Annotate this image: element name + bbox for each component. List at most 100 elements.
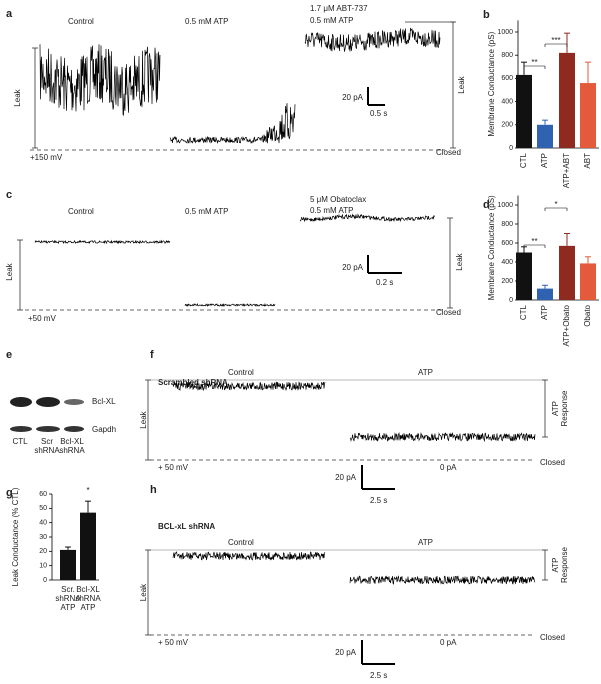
panel-label: g: [6, 487, 13, 499]
bar: [559, 52, 575, 148]
current-trace: [172, 381, 326, 392]
label: + 50 mV: [158, 638, 189, 647]
label: 0.5 s: [370, 109, 387, 118]
x-tick-label: ATP+Obato: [562, 304, 571, 346]
label: 1.7 μM ABT-737: [310, 4, 368, 13]
bar: [580, 83, 596, 148]
y-tick-label: 0: [509, 145, 513, 152]
label: Closed: [540, 458, 565, 467]
y-tick-label: 10: [39, 563, 47, 570]
label: Scrambled shRNA: [158, 378, 228, 387]
y-axis-label: Membrane Conductance (pS): [487, 195, 496, 300]
x-tick-label: ATP: [540, 153, 549, 168]
label: 2.5 s: [370, 671, 387, 680]
label: 20 pA: [342, 263, 364, 272]
panel-label: c: [6, 189, 12, 201]
label: Bcl-XL: [92, 397, 116, 406]
label: Leak: [139, 410, 148, 428]
y-tick-label: 20: [39, 548, 47, 555]
y-tick-label: 50: [39, 505, 47, 512]
bar: [60, 549, 76, 580]
y-tick-label: 30: [39, 534, 47, 541]
x-tick-label: ABT: [583, 153, 592, 169]
panel-label: f: [150, 349, 154, 361]
lane-label: Bcl-XL shRNA: [59, 437, 85, 455]
label: Closed: [436, 148, 461, 157]
bar: [537, 288, 553, 300]
label: +50 mV: [28, 314, 56, 323]
x-tick-label: Scr. shRNA ATP: [55, 585, 81, 612]
bar: [580, 263, 596, 300]
panel-label: a: [6, 8, 13, 20]
label: ATPResponse: [551, 546, 569, 583]
significance: *: [86, 486, 89, 495]
label: Control: [68, 17, 94, 26]
panel-label: d: [483, 199, 490, 211]
label: Control: [228, 538, 254, 547]
label: Closed: [540, 633, 565, 642]
blot-band: [10, 426, 32, 432]
x-tick-label: Bcl-XL shRNA ATP: [75, 585, 101, 612]
current-trace: [172, 551, 326, 561]
label: Gapdh: [92, 425, 116, 434]
bar: [516, 252, 532, 300]
significance: *: [554, 200, 557, 209]
label: 0.5 mM ATP: [185, 17, 228, 26]
label: Leak: [5, 262, 14, 280]
significance: ***: [551, 36, 560, 45]
y-tick-label: 200: [501, 278, 513, 285]
x-tick-label: Obato: [583, 304, 592, 326]
y-axis-label: Leak Conductance (% CTL): [11, 487, 20, 586]
bar: [537, 124, 553, 148]
label: 5 μM Obatoclax: [310, 195, 366, 204]
blot-band: [64, 426, 84, 432]
y-tick-label: 60: [39, 491, 47, 498]
bar: [516, 74, 532, 148]
label: ATP: [418, 538, 433, 547]
label: 20 pA: [335, 473, 357, 482]
label: Leak: [455, 252, 464, 270]
current-trace: [39, 44, 161, 117]
lane-label: Scr shRNA: [34, 437, 60, 455]
bar: [80, 512, 96, 580]
label: 0.2 s: [376, 278, 393, 287]
label: 0.5 mM ATP: [310, 16, 353, 25]
current-trace: [169, 103, 296, 144]
blot-band: [10, 397, 32, 407]
y-axis-label: Membrane Conductance (pS): [487, 31, 496, 136]
panel-label: b: [483, 9, 490, 21]
y-tick-label: 200: [501, 122, 513, 129]
label: 0 pA: [440, 638, 457, 647]
lane-label: CTL: [12, 437, 28, 446]
current-trace: [299, 213, 435, 223]
label: + 50 mV: [158, 463, 189, 472]
label: Control: [228, 368, 254, 377]
current-trace: [349, 575, 536, 585]
x-tick-label: CTL: [519, 152, 528, 168]
label: 0.5 mM ATP: [310, 206, 353, 215]
blot-band: [36, 426, 60, 432]
significance: **: [531, 58, 537, 67]
label: Control: [68, 207, 94, 216]
y-tick-label: 0: [43, 577, 47, 584]
current-trace: [34, 239, 171, 245]
blot-band: [36, 397, 60, 407]
y-tick-label: 0: [509, 297, 513, 304]
y-tick-label: 800: [501, 52, 513, 59]
y-tick-label: 40: [39, 520, 47, 527]
current-trace: [184, 302, 276, 308]
y-tick-label: 600: [501, 75, 513, 82]
label: Leak: [457, 75, 466, 93]
x-tick-label: ATP+ABT: [562, 153, 571, 188]
y-tick-label: 400: [501, 259, 513, 266]
y-tick-label: 400: [501, 98, 513, 105]
label: Leak: [13, 88, 22, 106]
label: 20 pA: [342, 93, 364, 102]
significance: **: [531, 237, 537, 246]
y-tick-label: 1000: [497, 29, 513, 36]
x-tick-label: CTL: [519, 304, 528, 320]
blot-band: [64, 399, 84, 405]
y-tick-label: 1000: [497, 202, 513, 209]
label: ATPResponse: [551, 390, 569, 427]
